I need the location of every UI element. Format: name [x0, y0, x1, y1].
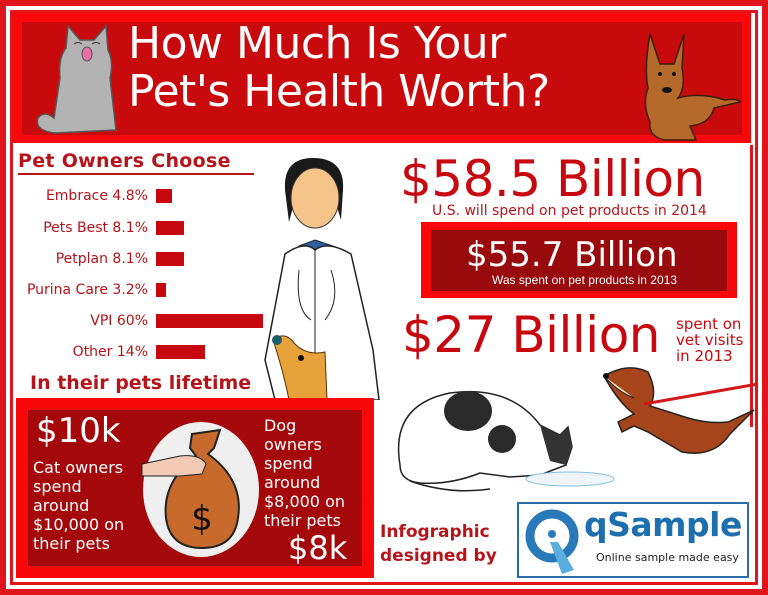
qsample-logo[interactable]	[517, 502, 749, 578]
stat-2014-value: $58.5 Billion	[400, 150, 705, 208]
bar-row-pets-best: Pets Best 8.1%	[0, 218, 300, 238]
qsample-logo-icon	[525, 509, 579, 574]
logo-tagline: Online sample made easy	[596, 551, 739, 564]
bar-label: VPI 60%	[90, 313, 148, 329]
insurance-chart-title: Pet Owners Choose	[18, 150, 254, 175]
bar-row-purina-care: Purina Care 3.2%	[0, 280, 300, 300]
money-bag-icon: $	[141, 428, 240, 550]
bar-label: Embrace 4.8%	[45, 188, 148, 204]
bar-row-embrace: Embrace 4.8%	[0, 186, 300, 206]
vet-visits-caption: spent on vet visits in 2013	[676, 315, 744, 365]
bar-pets-best	[156, 221, 184, 235]
bar-row-other: Other 14%	[0, 342, 300, 362]
cat-icon	[36, 24, 117, 134]
dog-owners-text: Dog owners spend around $8,000 on their …	[264, 416, 345, 530]
beagle-icon	[602, 367, 758, 454]
bar-label: Purina Care 3.2%	[26, 282, 148, 298]
credit-text: Infographic designed by	[380, 522, 497, 566]
header-inner	[22, 22, 742, 135]
bar-petplan	[156, 252, 184, 266]
bar-embrace	[156, 189, 172, 203]
bar-label: Pets Best 8.1%	[43, 220, 148, 236]
logo-name: qSample	[584, 505, 742, 544]
dog-amount: $8k	[288, 529, 348, 567]
dog-icon	[644, 33, 742, 141]
svg-text:$: $	[191, 499, 213, 539]
vet-visits-value: $27 Billion	[402, 306, 660, 364]
cat-drinking-icon	[397, 390, 615, 492]
bar-row-petplan: Petplan 8.1%	[0, 249, 300, 269]
bar-other	[156, 345, 205, 359]
cat-owners-text: Cat owners spend around $10,000 on their…	[33, 458, 125, 553]
bar-purina-care	[156, 283, 166, 297]
inner-frame	[10, 10, 758, 585]
stat-2013-caption: Was spent on pet products in 2013	[492, 273, 678, 287]
cat-amount: $10k	[36, 411, 121, 451]
page-title: How Much Is Your Pet's Health Worth?	[128, 18, 550, 117]
stat-2013-box-inner	[431, 230, 727, 291]
right-divider	[750, 145, 753, 427]
lifetime-title: In their pets lifetime	[30, 372, 252, 394]
stat-2013-value: $55.7 Billion	[466, 235, 678, 275]
bar-label: Other 14%	[72, 344, 148, 360]
bar-label: Petplan 8.1%	[55, 251, 148, 267]
bar-row-vpi: VPI 60%	[0, 311, 300, 331]
small-dog-icon	[272, 335, 328, 400]
bar-vpi	[156, 314, 263, 328]
stat-2014-caption: U.S. will spend on pet products in 2014	[432, 203, 707, 219]
